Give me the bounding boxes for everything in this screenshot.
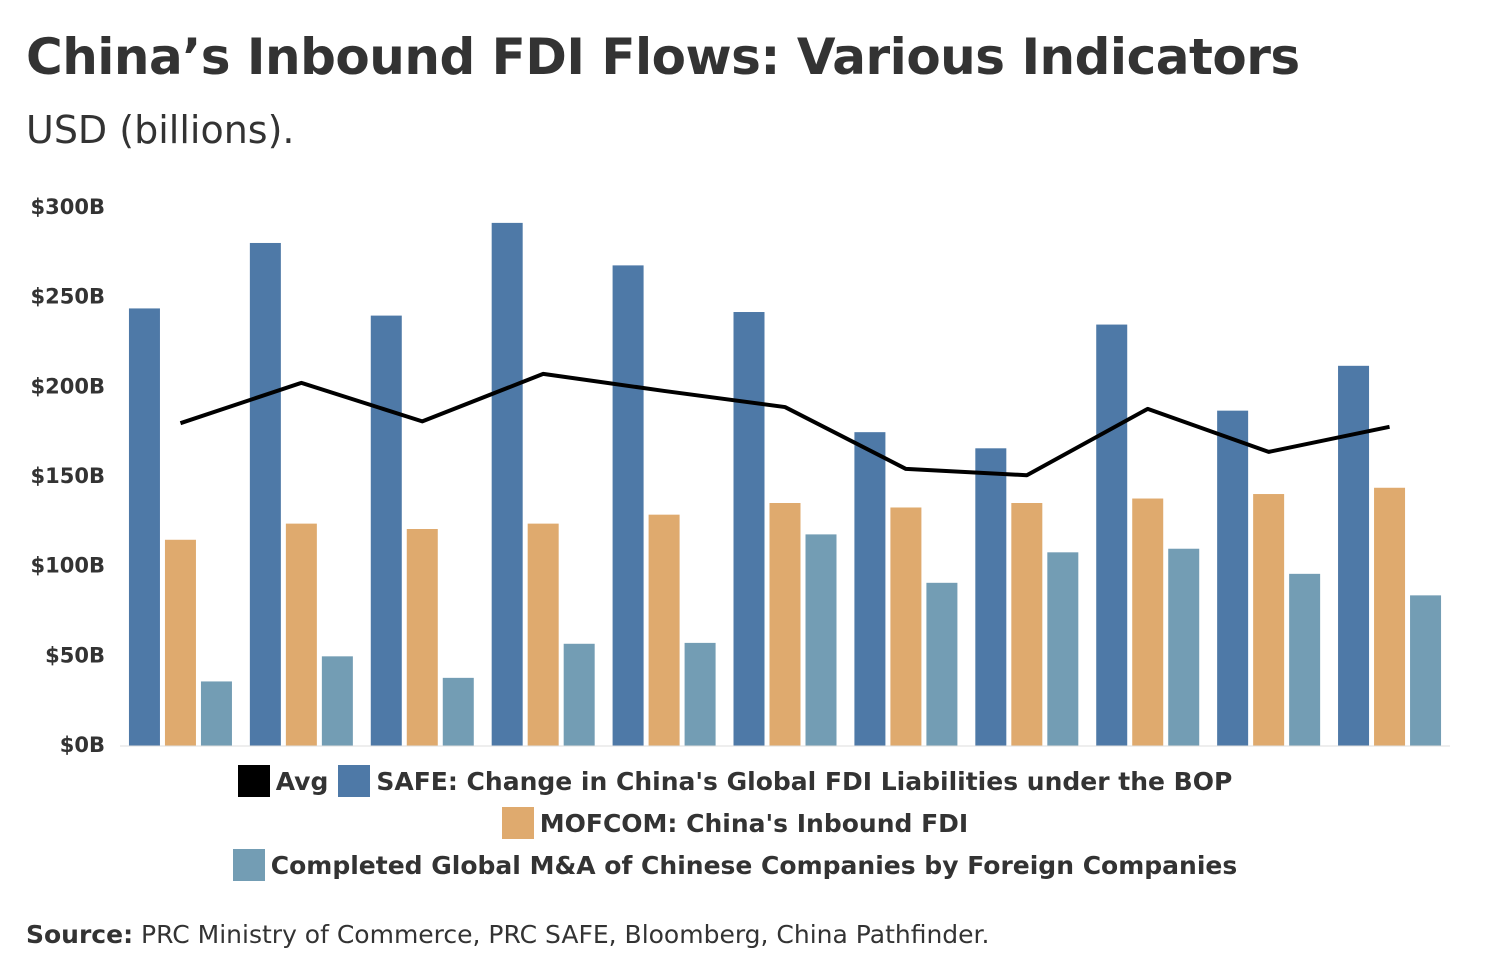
legend-swatch bbox=[338, 765, 371, 797]
legend-swatch bbox=[232, 849, 265, 881]
chart-title: China’s Inbound FDI Flows: Various Indic… bbox=[26, 28, 1300, 86]
bar bbox=[1374, 487, 1406, 746]
bar bbox=[285, 523, 317, 746]
bar bbox=[406, 529, 438, 746]
legend-item: MOFCOM: China's Inbound FDI bbox=[501, 806, 969, 840]
bar bbox=[200, 681, 232, 746]
legend-item: SAFE: Change in China's Global FDI Liabi… bbox=[338, 764, 1232, 798]
bar bbox=[249, 242, 281, 746]
bar bbox=[769, 503, 801, 746]
bar bbox=[563, 643, 595, 746]
bar bbox=[926, 582, 958, 746]
chart: $0B $50B $100B $150B $200B $250B $300B bbox=[31, 195, 1450, 757]
bar bbox=[1132, 498, 1164, 746]
bar bbox=[1047, 552, 1079, 746]
y-tick-label: $50B bbox=[45, 643, 105, 667]
bar bbox=[854, 432, 886, 746]
source-label: Source: bbox=[26, 920, 134, 949]
source-text: PRC Ministry of Commerce, PRC SAFE, Bloo… bbox=[141, 920, 990, 949]
bar bbox=[1338, 365, 1370, 746]
y-tick-label: $100B bbox=[31, 554, 105, 578]
bar bbox=[890, 507, 922, 746]
legend-label: SAFE: Change in China's Global FDI Liabi… bbox=[376, 766, 1233, 796]
source: Source: PRC Ministry of Commerce, PRC SA… bbox=[26, 920, 989, 949]
bar bbox=[370, 315, 402, 746]
y-tick-label: $200B bbox=[31, 374, 105, 398]
legend-swatch bbox=[501, 807, 534, 839]
bar bbox=[442, 677, 474, 746]
bar bbox=[1217, 410, 1249, 746]
legend: Avg SAFE: Change in China's Global FDI Li… bbox=[200, 764, 1270, 882]
bar bbox=[684, 642, 716, 746]
bar bbox=[1011, 503, 1043, 746]
y-tick-label: $300B bbox=[31, 195, 105, 219]
bar bbox=[648, 514, 680, 746]
bar bbox=[1289, 573, 1321, 746]
bar bbox=[733, 312, 765, 746]
chart-subtitle: USD (billions). bbox=[26, 108, 295, 152]
bar bbox=[1410, 595, 1442, 746]
y-tick-label: $150B bbox=[31, 464, 105, 488]
bar bbox=[1253, 494, 1285, 746]
bar bbox=[128, 308, 160, 746]
bar bbox=[975, 448, 1007, 746]
y-tick-label: $0B bbox=[60, 733, 105, 757]
legend-label: MOFCOM: China's Inbound FDI bbox=[539, 808, 969, 838]
bar bbox=[612, 265, 644, 746]
line bbox=[179, 371, 1390, 478]
bar bbox=[527, 523, 559, 746]
bar bbox=[164, 539, 196, 746]
legend-item: Completed Global M&A of Chinese Companie… bbox=[232, 848, 1238, 882]
bar bbox=[805, 534, 837, 746]
bar bbox=[1168, 548, 1200, 746]
legend-swatch bbox=[237, 765, 270, 797]
bar bbox=[321, 656, 353, 746]
y-tick-label: $250B bbox=[31, 285, 105, 309]
bar bbox=[491, 222, 523, 747]
legend-label: Completed Global M&A of Chinese Companie… bbox=[270, 850, 1238, 880]
bar bbox=[1096, 324, 1128, 746]
legend-label: Avg bbox=[275, 766, 329, 796]
legend-item: Avg bbox=[237, 764, 329, 798]
